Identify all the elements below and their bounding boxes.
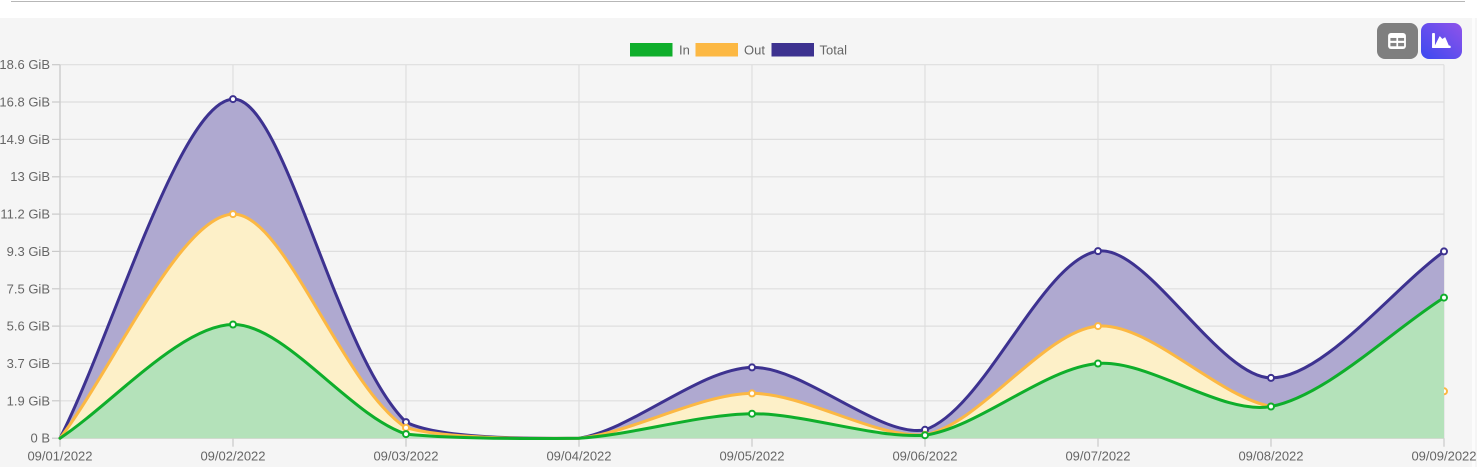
svg-text:Out: Out [744,43,765,58]
svg-text:Total: Total [820,43,848,58]
svg-text:7.5 GiB: 7.5 GiB [7,281,50,296]
svg-text:09/07/2022: 09/07/2022 [1065,449,1130,464]
svg-text:18.6 GiB: 18.6 GiB [0,57,50,72]
svg-text:09/03/2022: 09/03/2022 [373,449,438,464]
svg-text:09/04/2022: 09/04/2022 [546,449,611,464]
svg-text:16.8 GiB: 16.8 GiB [0,95,50,110]
svg-text:09/06/2022: 09/06/2022 [892,449,957,464]
svg-text:In: In [679,43,690,58]
svg-text:9.3 GiB: 9.3 GiB [7,244,50,259]
svg-text:5.6 GiB: 5.6 GiB [7,319,50,334]
svg-text:13 GiB: 13 GiB [10,169,50,184]
svg-text:09/01/2022: 09/01/2022 [27,449,92,464]
svg-text:09/05/2022: 09/05/2022 [719,449,784,464]
svg-text:09/02/2022: 09/02/2022 [200,449,265,464]
svg-text:0 B: 0 B [30,431,50,446]
svg-text:1.9 GiB: 1.9 GiB [7,393,50,408]
svg-text:14.9 GiB: 14.9 GiB [0,132,50,147]
svg-text:3.7 GiB: 3.7 GiB [7,356,50,371]
svg-text:11.2 GiB: 11.2 GiB [0,207,50,222]
svg-text:09/08/2022: 09/08/2022 [1238,449,1303,464]
svg-text:09/09/2022: 09/09/2022 [1411,449,1476,464]
